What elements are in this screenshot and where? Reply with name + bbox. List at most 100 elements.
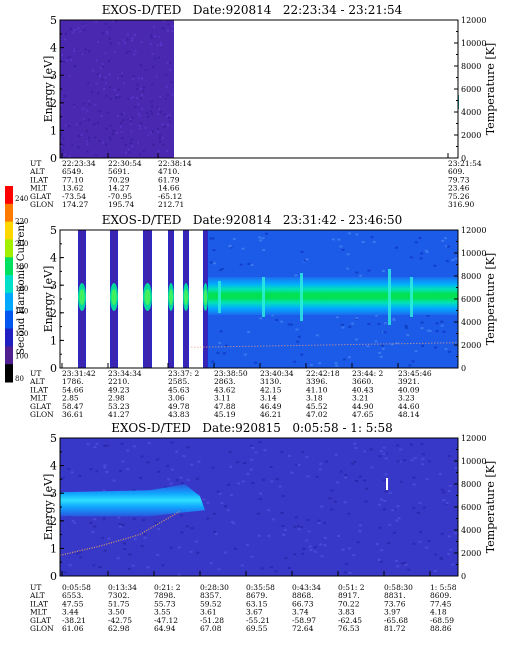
texture-speck: [224, 551, 228, 554]
panel-2-gap-region: [78, 230, 208, 368]
texture-speck: [139, 127, 142, 130]
texture-speck: [335, 316, 339, 319]
orbit-cell: 62.98: [108, 624, 130, 633]
texture-speck: [295, 463, 299, 466]
texture-speck: [147, 134, 150, 137]
texture-speck: [89, 521, 93, 524]
texture-speck: [128, 553, 132, 556]
texture-speck: [425, 478, 429, 481]
orbit-cell: 53.23: [108, 402, 130, 411]
texture-speck: [380, 549, 384, 552]
texture-speck: [167, 116, 170, 119]
texture-speck: [247, 262, 251, 265]
orbit-cell: 40.09: [398, 385, 420, 394]
texture-speck: [275, 318, 279, 321]
texture-speck: [362, 479, 366, 482]
orbit-cell: 61.79: [158, 175, 180, 184]
texture-speck: [379, 560, 383, 563]
texture-speck: [381, 347, 385, 350]
panel-3-title: EXOS-D/TED Date:920815 0:05:58 - 1: 5:58: [111, 421, 393, 435]
texture-speck: [313, 550, 317, 553]
texture-speck: [395, 519, 399, 522]
texture-speck: [297, 528, 301, 531]
texture-speck: [88, 139, 91, 142]
orbit-cell: 45.19: [214, 410, 236, 419]
y2-tick-label: 0: [461, 154, 466, 163]
texture-speck: [416, 511, 420, 514]
texture-speck: [157, 113, 160, 116]
texture-speck: [170, 468, 174, 471]
texture-speck: [127, 568, 131, 571]
texture-speck: [141, 94, 144, 97]
texture-speck: [123, 547, 127, 550]
texture-speck: [87, 82, 90, 85]
y-tick-label: 4: [50, 42, 57, 55]
texture-speck: [108, 73, 111, 76]
colorbar-cell: [5, 328, 13, 347]
orbit-cell: 41.10: [306, 385, 328, 394]
texture-speck: [88, 99, 91, 102]
texture-speck: [105, 470, 109, 473]
panel-3-texture: [60, 441, 458, 576]
texture-speck: [344, 473, 348, 476]
orbit-cell: 14.66: [158, 184, 180, 193]
texture-speck: [102, 444, 106, 447]
texture-speck: [139, 97, 142, 100]
texture-speck: [98, 140, 101, 143]
orbit-cell: 6553.: [62, 591, 83, 600]
texture-speck: [249, 444, 253, 447]
orbit-cell: -58.97: [292, 616, 316, 625]
texture-speck: [186, 478, 190, 481]
texture-speck: [370, 236, 374, 239]
texture-speck: [117, 516, 121, 519]
texture-speck: [391, 509, 395, 512]
colorbar-title: Second Harmonic Current: [16, 221, 27, 355]
orbit-cell: -65.68: [384, 616, 408, 625]
texture-speck: [288, 454, 292, 457]
band-spike: [388, 269, 391, 325]
orbit-cell: -51.28: [200, 616, 224, 625]
orbit-cell: 23:40:34: [260, 369, 294, 378]
texture-speck: [146, 461, 150, 464]
texture-speck: [353, 442, 357, 445]
texture-speck: [87, 118, 90, 121]
texture-speck: [315, 475, 319, 478]
y-tick-label: 0: [50, 362, 57, 375]
texture-speck: [157, 107, 160, 110]
y-tick-label: 4: [50, 460, 57, 473]
texture-speck: [74, 65, 77, 68]
orbit-cell: 3.14: [260, 394, 277, 403]
y-tick-label: 0: [50, 570, 57, 583]
orbit-cell: 3660.: [352, 377, 373, 386]
texture-speck: [409, 256, 413, 259]
texture-speck: [354, 447, 358, 450]
texture-speck: [160, 43, 163, 46]
colorbar-cell: [5, 292, 13, 312]
texture-speck: [93, 123, 96, 126]
texture-speck: [102, 489, 106, 492]
y-tick-label: 5: [50, 14, 57, 27]
texture-speck: [341, 326, 345, 329]
texture-speck: [424, 249, 428, 252]
texture-speck: [294, 274, 298, 277]
orbit-cell: 47.55: [62, 599, 84, 608]
texture-speck: [358, 530, 362, 533]
texture-speck: [271, 314, 275, 317]
texture-speck: [419, 257, 423, 260]
texture-speck: [175, 479, 179, 482]
texture-speck: [116, 77, 119, 80]
texture-speck: [250, 263, 254, 266]
texture-speck: [397, 517, 401, 520]
colorbar: 240 220 200 180 160 140 120 100 80 Second Harmon…: [5, 186, 28, 383]
texture-speck: [120, 122, 123, 125]
texture-speck: [102, 32, 105, 35]
texture-speck: [68, 125, 71, 128]
texture-speck: [113, 89, 116, 92]
texture-speck: [152, 25, 155, 28]
texture-speck: [162, 27, 165, 30]
orbit-cell: -65.12: [158, 192, 182, 201]
texture-speck: [159, 141, 162, 144]
orbit-cell: 77.10: [62, 175, 84, 184]
panel-2-orbit-table: UTALTILATMLTGLATGLON23:31:421786.54.662.…: [29, 363, 432, 419]
texture-speck: [339, 470, 343, 473]
